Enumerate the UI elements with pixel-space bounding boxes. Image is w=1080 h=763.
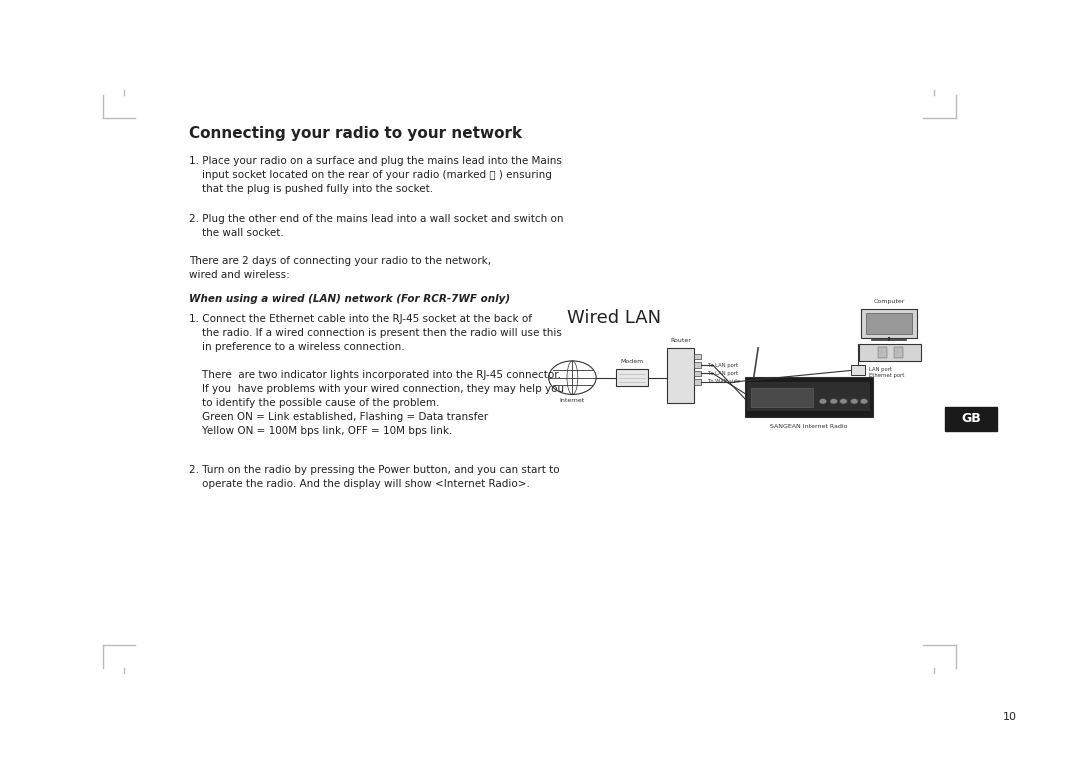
Bar — [751, 388, 813, 407]
Bar — [694, 379, 701, 385]
Circle shape — [820, 398, 827, 404]
Text: To WAN side: To WAN side — [708, 379, 741, 385]
Text: To LAN port: To LAN port — [708, 362, 739, 368]
Text: 10: 10 — [1003, 712, 1016, 723]
Text: When using a wired (LAN) network (For RCR-7WF only): When using a wired (LAN) network (For RC… — [189, 294, 510, 304]
Bar — [616, 369, 648, 386]
Bar — [694, 354, 701, 359]
Text: 1. Place your radio on a surface and plug the mains lead into the Mains
    inpu: 1. Place your radio on a surface and plu… — [189, 156, 562, 195]
Bar — [694, 362, 701, 368]
Text: Computer: Computer — [873, 299, 905, 304]
Bar — [747, 382, 870, 411]
Circle shape — [861, 398, 868, 404]
Bar — [851, 365, 865, 375]
Circle shape — [851, 398, 859, 404]
Text: Modem: Modem — [620, 359, 644, 364]
Text: LAN port
Ethernet port: LAN port Ethernet port — [869, 367, 905, 378]
Bar — [878, 347, 887, 358]
Bar — [745, 377, 873, 417]
Text: There are 2 days of connecting your radio to the network,
wired and wireless:: There are 2 days of connecting your radi… — [189, 256, 491, 279]
Text: To LAN port: To LAN port — [708, 371, 739, 376]
Bar — [945, 407, 997, 431]
Text: Internet: Internet — [559, 398, 585, 403]
Text: Wired LAN: Wired LAN — [567, 309, 661, 327]
Circle shape — [840, 398, 847, 404]
Text: Connecting your radio to your network: Connecting your radio to your network — [189, 126, 522, 141]
Text: 2. Turn on the radio by pressing the Power button, and you can start to
    oper: 2. Turn on the radio by pressing the Pow… — [189, 465, 559, 489]
Circle shape — [831, 398, 838, 404]
Bar — [866, 313, 912, 334]
Text: SANGEAN Internet Radio: SANGEAN Internet Radio — [770, 424, 848, 430]
Bar — [859, 344, 921, 361]
Text: GB: GB — [961, 412, 981, 426]
Text: 1. Connect the Ethernet cable into the RJ-45 socket at the back of
    the radio: 1. Connect the Ethernet cable into the R… — [189, 314, 564, 436]
Text: 2. Plug the other end of the mains lead into a wall socket and switch on
    the: 2. Plug the other end of the mains lead … — [189, 214, 564, 237]
Bar — [861, 309, 917, 338]
Bar — [667, 348, 694, 403]
Text: Router: Router — [671, 338, 691, 343]
Bar — [694, 371, 701, 376]
Bar — [894, 347, 903, 358]
